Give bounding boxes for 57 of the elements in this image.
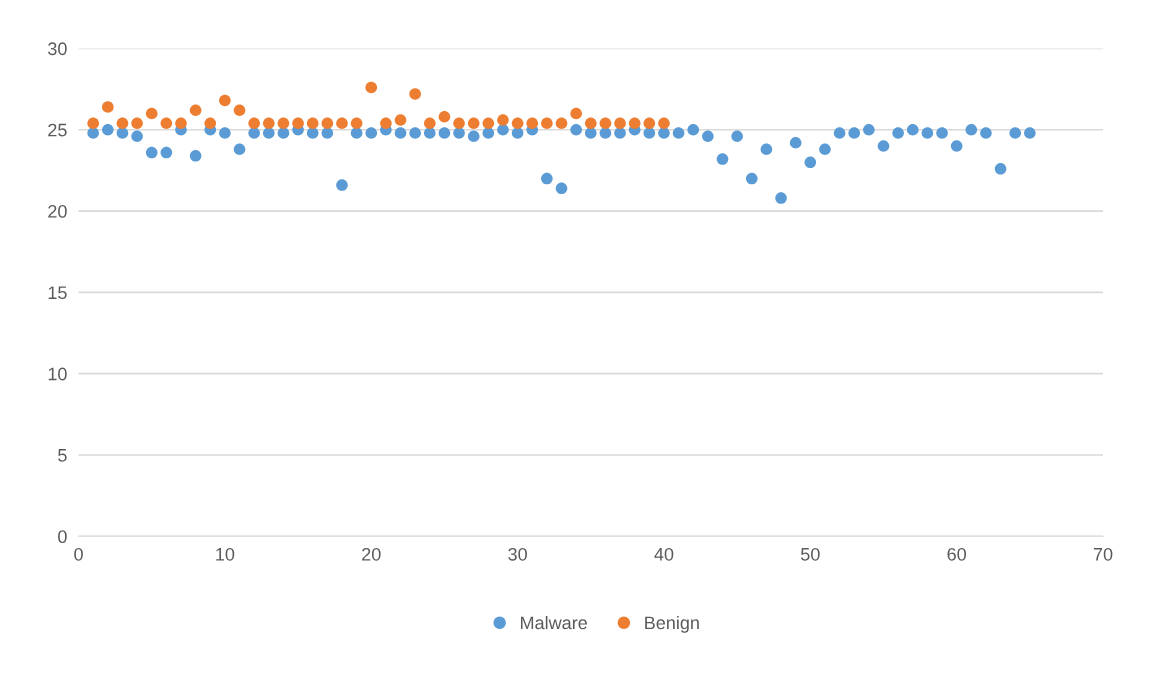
point: [116, 117, 129, 130]
point: [497, 114, 509, 126]
point: [321, 117, 334, 130]
point: [292, 117, 304, 130]
x-tick-label: 20: [362, 547, 381, 561]
y-tick-label: 5: [58, 449, 67, 462]
x-tick-label: 70: [1093, 547, 1113, 561]
point: [277, 117, 290, 130]
point: [570, 107, 582, 120]
point: [131, 117, 143, 130]
point: [643, 117, 656, 130]
x-tick-label: 30: [508, 547, 527, 561]
point: [599, 117, 612, 130]
point: [467, 117, 480, 130]
point: [409, 88, 421, 100]
y-tick-label: 25: [48, 123, 67, 137]
x-tick-label: 60: [947, 547, 967, 561]
point: [380, 117, 392, 130]
point: [219, 94, 231, 107]
point: [511, 117, 524, 130]
point: [555, 117, 568, 130]
point: [628, 117, 641, 130]
x-tick-label: 40: [654, 547, 674, 561]
y-tick-label: 20: [48, 204, 67, 218]
point: [658, 117, 670, 130]
point: [306, 117, 319, 130]
point: [526, 117, 539, 130]
point: [102, 101, 114, 113]
point: [336, 117, 348, 130]
point: [262, 117, 275, 130]
point: [438, 110, 451, 123]
y-tick-label: 10: [48, 367, 67, 381]
legend-label: Benign: [645, 615, 699, 633]
point: [189, 104, 202, 117]
point: [365, 81, 378, 94]
point: [175, 117, 187, 130]
x-tick-label: 0: [74, 547, 83, 561]
point: [160, 117, 173, 130]
point: [350, 117, 363, 130]
y-tick-label: 0: [58, 530, 67, 544]
point: [614, 117, 626, 130]
point: [482, 117, 495, 130]
x-tick-label: 10: [216, 547, 235, 561]
legend-label: Malware: [521, 615, 587, 630]
point: [87, 117, 99, 130]
y-tick-label: 15: [48, 286, 67, 300]
point: [394, 114, 407, 126]
point: [204, 117, 217, 130]
point: [423, 117, 436, 130]
point: [541, 117, 553, 130]
y-tick-label: 30: [48, 42, 67, 56]
point: [248, 117, 260, 130]
point: [584, 117, 597, 130]
point: [453, 117, 465, 130]
x-tick-label: 50: [801, 547, 820, 561]
point: [145, 107, 158, 120]
point: [233, 104, 246, 117]
